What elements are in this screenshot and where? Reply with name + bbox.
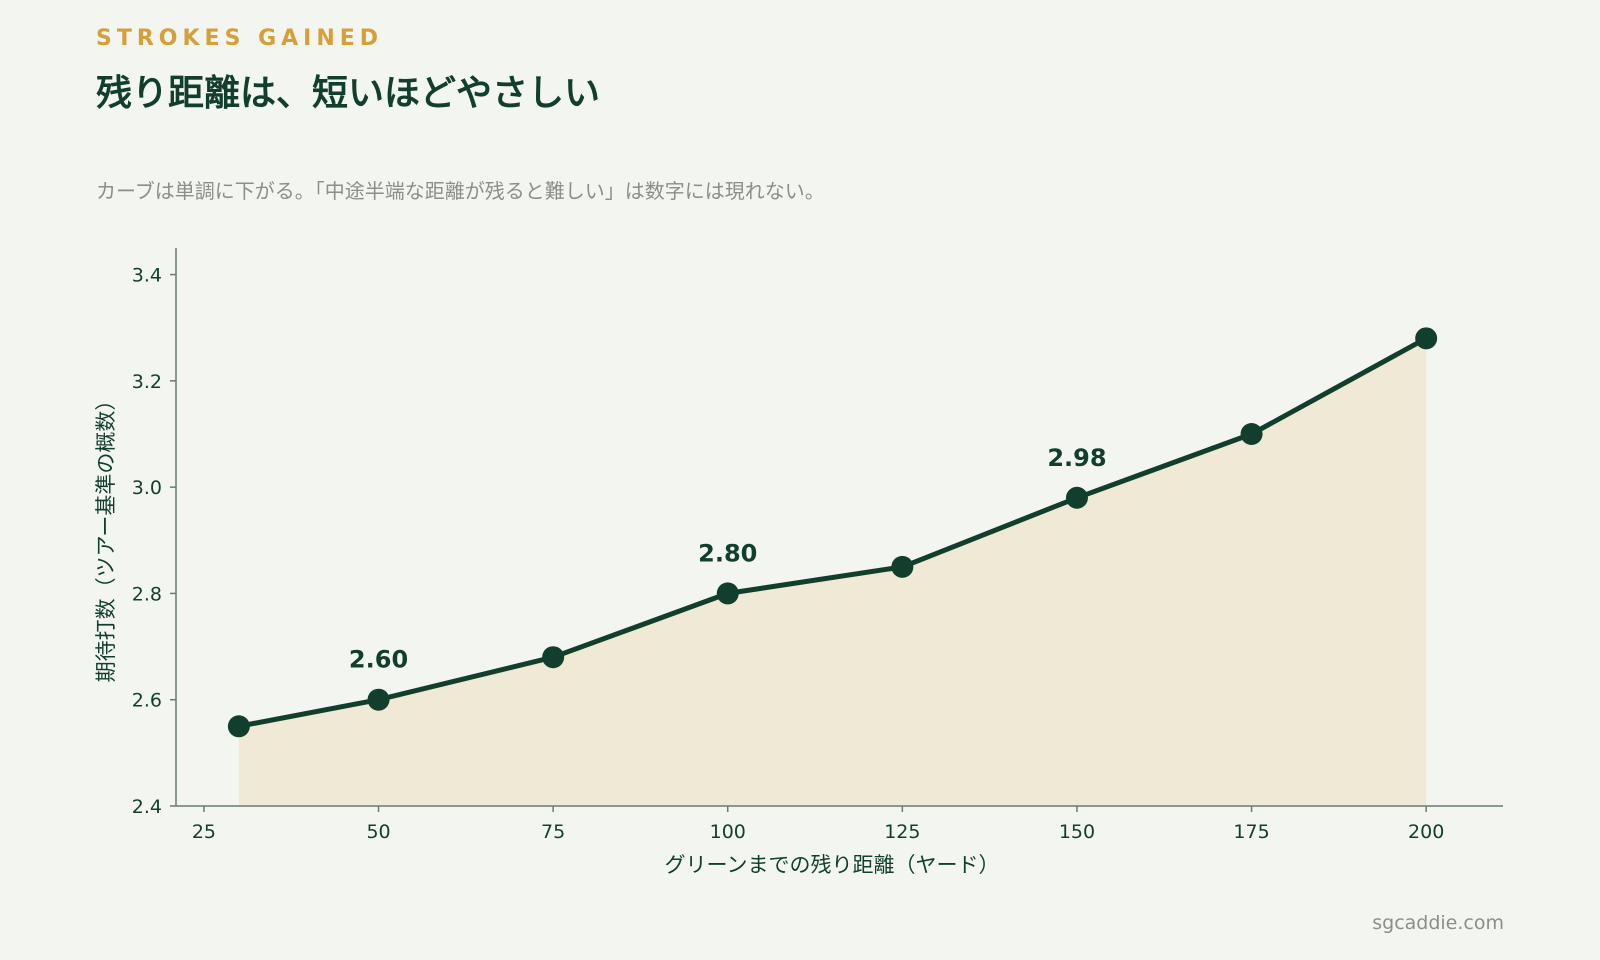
- y-tick-label: 2.4: [132, 796, 162, 818]
- data-point: [716, 582, 739, 605]
- x-tick-label: 125: [884, 821, 920, 843]
- data-point: [1065, 486, 1088, 509]
- label-layer: 2.60 2.80 2.98: [349, 444, 1107, 674]
- y-tick-label: 3.4: [132, 265, 162, 287]
- data-point: [227, 715, 250, 738]
- axis-layer: 2.4 2.6 2.8 3.0 3.2 3.4 25 50 75 100 125 150 175 200: [132, 248, 1503, 843]
- data-label: 2.60: [349, 646, 408, 674]
- x-tick-label: 50: [366, 821, 390, 843]
- x-axis-title: グリーンまでの残り距離（ヤード）: [665, 853, 1000, 877]
- area-layer: [238, 338, 1427, 806]
- line-layer: [236, 335, 1429, 729]
- x-tick-label: 75: [541, 821, 565, 843]
- y-tick-label: 2.6: [132, 690, 162, 712]
- y-axis-title: 期待打数（ツアー基準の概数）: [94, 390, 118, 683]
- data-point: [1240, 423, 1263, 445]
- source-credit: sgcaddie.com: [1372, 912, 1504, 934]
- chart-title: 残り距離は、短いほどやさしい: [96, 73, 601, 114]
- y-tick-label: 2.8: [132, 583, 162, 605]
- y-tick-label: 3.0: [132, 477, 162, 499]
- data-point: [367, 688, 390, 711]
- x-tick-label: 150: [1059, 821, 1095, 843]
- y-tick-label: 3.2: [132, 371, 162, 393]
- data-label: 2.98: [1047, 444, 1106, 472]
- chart-subtitle: カーブは単調に下がる。「中途半端な距離が残ると難しい」は数字には現れない。: [96, 179, 825, 203]
- point-layer: [227, 327, 1438, 738]
- series-area-fill: [238, 338, 1427, 806]
- x-tick-label: 200: [1408, 821, 1444, 843]
- x-tick-label: 100: [710, 821, 746, 843]
- data-point: [891, 555, 914, 578]
- chart-kicker: STROKES GAINED: [96, 26, 384, 51]
- series-line: [236, 335, 1429, 729]
- data-point: [1415, 327, 1438, 350]
- x-tick-label: 25: [192, 821, 216, 843]
- data-label: 2.80: [698, 539, 757, 567]
- x-tick-label: 175: [1233, 821, 1269, 843]
- data-point: [542, 646, 565, 669]
